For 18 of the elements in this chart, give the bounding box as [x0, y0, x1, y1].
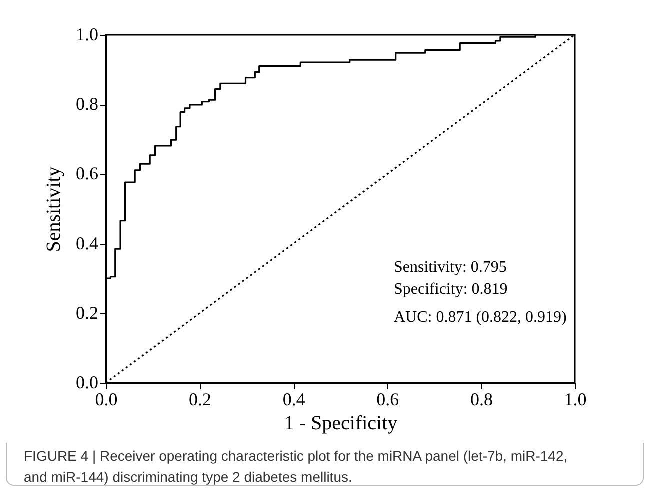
x-tick-label: 1.0 [564, 390, 587, 410]
y-tick-label: 0.4 [76, 233, 98, 254]
x-tick-label: 0.4 [282, 390, 306, 410]
y-axis-title: Sensitivity [43, 166, 65, 252]
y-tick-label: 0.8 [76, 94, 98, 114]
annotation: Sensitivity: 0.795 [394, 259, 507, 276]
caption: FIGURE 4 | Receiver operating characteristic plot for the miRNA panel (let-7b, miR-142, and miR-144) discriminating type 2 diabetes mellitus. [24, 447, 569, 487]
x-tick-label: 0.6 [376, 390, 400, 410]
y-tick-label: 1.0 [76, 24, 98, 44]
x-tick-label: 0.0 [95, 390, 118, 410]
y-tick-label: 0.0 [76, 372, 98, 392]
y-tick-label: 0.6 [76, 164, 98, 184]
x-tick-label: 0.2 [189, 390, 212, 410]
x-axis-title: 1 - Specificity [284, 412, 398, 434]
y-tick-label: 0.2 [76, 302, 98, 323]
annotation: Specificity: 0.819 [394, 281, 508, 298]
x-tick-label: 0.8 [470, 390, 493, 410]
annotation: AUC: 0.871 (0.822, 0.919) [394, 309, 567, 326]
